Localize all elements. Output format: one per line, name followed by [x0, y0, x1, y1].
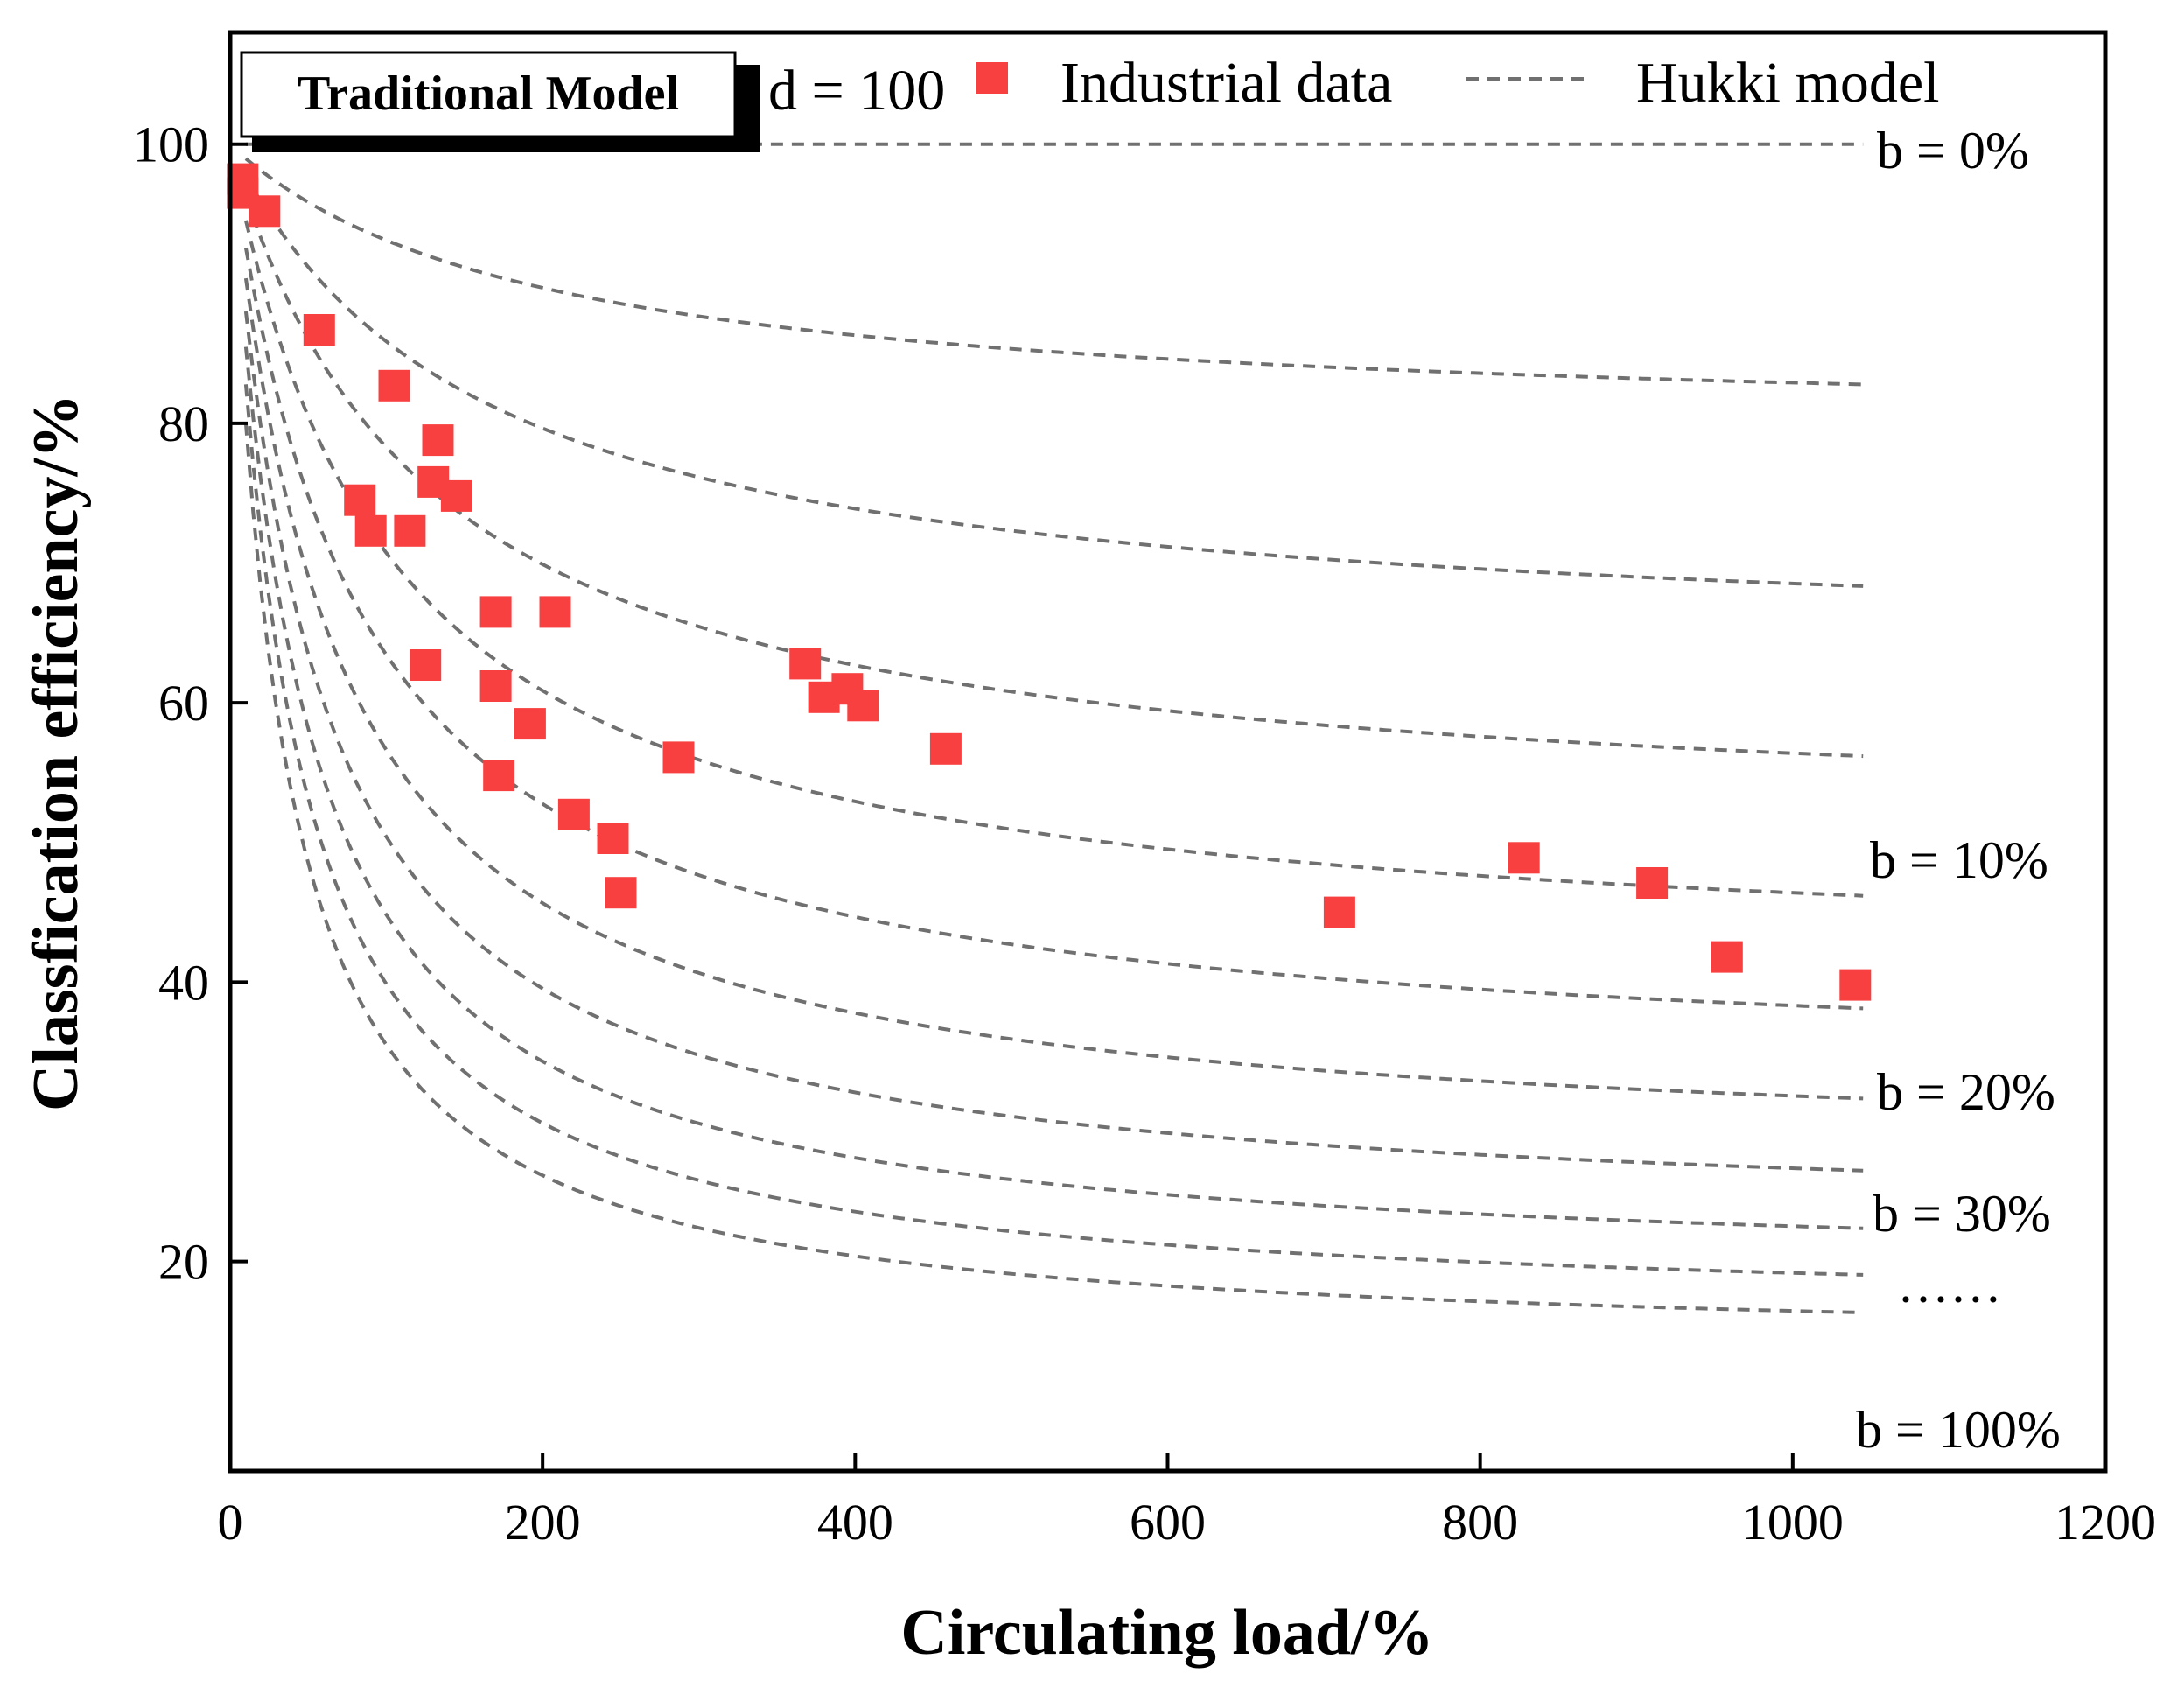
- y-tick-label-40: 40: [158, 954, 209, 1011]
- x-tick-label-600: 600: [1130, 1494, 1206, 1550]
- hukki-curve-b30: [244, 195, 1864, 759]
- data-point-24: [847, 690, 879, 722]
- data-point-12: [539, 596, 571, 628]
- x-tick-label-400: 400: [817, 1494, 893, 1550]
- curve-label-b0: b = 0%: [1877, 122, 2029, 179]
- data-point-15: [514, 708, 546, 740]
- industrial-data-points: [227, 163, 1872, 1001]
- data-point-5: [422, 424, 454, 457]
- y-tick-label-60: 60: [158, 675, 209, 732]
- x-tick-label-1200: 1200: [2054, 1494, 2156, 1550]
- data-point-27: [1508, 842, 1540, 874]
- data-point-16: [483, 760, 515, 792]
- x-tick-label-1000: 1000: [1742, 1494, 1844, 1550]
- curve-label-ellipsis: ······: [1897, 1270, 2002, 1328]
- curve-label-b100: b = 100%: [1856, 1401, 2061, 1459]
- curve-label-b30: b = 30%: [1872, 1185, 2051, 1242]
- data-point-29: [1711, 941, 1743, 973]
- data-point-17: [662, 741, 695, 774]
- y-tick-label-80: 80: [158, 396, 209, 452]
- data-point-10: [394, 514, 426, 547]
- badge-label: Traditional Model: [298, 66, 679, 121]
- data-point-9: [354, 514, 387, 547]
- hukki-curve-b90: [243, 384, 1864, 1277]
- hukki-curve-b50: [243, 247, 1864, 1011]
- legend-marker-industrial-data: [976, 62, 1008, 94]
- data-point-30: [1839, 969, 1872, 1001]
- legend-label-industrial-data: Industrial data: [1060, 51, 1392, 115]
- curve-label-b10: b = 10%: [1870, 831, 2048, 889]
- data-point-14: [480, 670, 512, 702]
- data-point-25: [929, 732, 962, 765]
- hukki-curve-b80: [243, 346, 1864, 1230]
- hukki-curve-b10: [244, 157, 1864, 387]
- hukki-curves: [243, 142, 1864, 1314]
- data-point-11: [480, 596, 512, 628]
- data-point-19: [597, 822, 629, 854]
- hukki-curve-b70: [243, 311, 1864, 1172]
- badge-box: [240, 51, 737, 138]
- x-axis-title: Circulating load/%: [900, 1597, 1433, 1669]
- data-point-13: [410, 649, 442, 681]
- data-point-26: [1323, 896, 1355, 928]
- data-point-28: [1636, 867, 1669, 899]
- hukki-curve-b20: [244, 174, 1864, 588]
- y-axis-title: Classfication efficiency/%: [20, 394, 92, 1111]
- legend-label-hukki-model: Hukki model: [1636, 51, 1939, 115]
- hukki-curve-b100: [243, 423, 1864, 1314]
- data-point-8: [344, 484, 376, 516]
- y-tick-label-100: 100: [133, 116, 209, 173]
- data-point-3: [303, 314, 335, 346]
- axis-ticks: 0 200 400 600 800 1000 1200 20 40 60 80 100: [133, 116, 2156, 1550]
- x-tick-label-800: 800: [1442, 1494, 1518, 1550]
- y-tick-label-20: 20: [158, 1234, 209, 1291]
- data-point-18: [557, 798, 590, 830]
- data-point-21: [789, 648, 822, 680]
- hukki-curve-b60: [243, 277, 1864, 1101]
- curve-label-b20: b = 20%: [1877, 1063, 2055, 1121]
- hukki-curve-b40: [243, 220, 1864, 898]
- parameter-label: d = 100: [768, 59, 945, 122]
- legend: Industrial data Hukki model: [976, 51, 1939, 115]
- x-tick-label-0: 0: [218, 1494, 243, 1550]
- data-point-2: [248, 195, 281, 228]
- data-point-7: [440, 480, 472, 512]
- data-point-20: [605, 877, 637, 909]
- data-point-4: [378, 369, 410, 402]
- x-tick-label-200: 200: [505, 1494, 581, 1550]
